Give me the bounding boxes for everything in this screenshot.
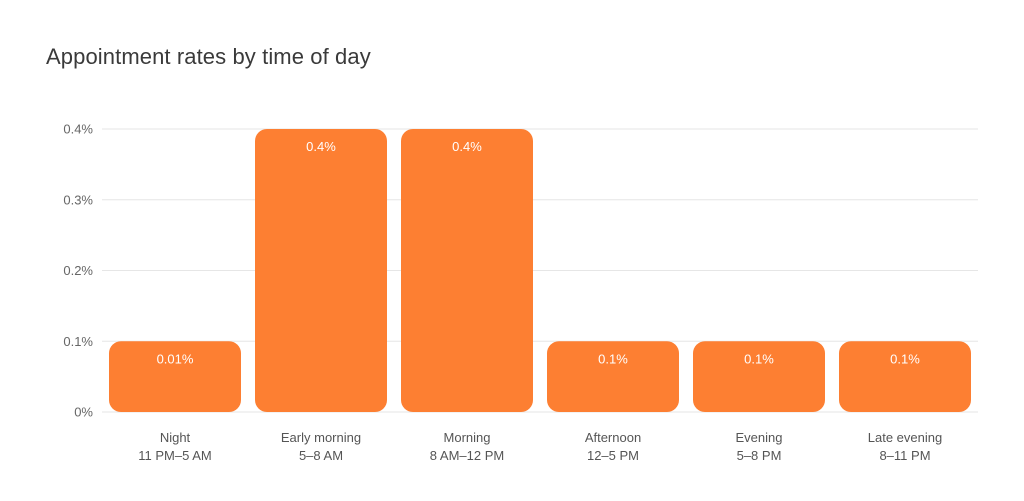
bar[interactable] — [839, 341, 971, 412]
data-label: 0.1% — [598, 351, 628, 366]
x-axis-ticks: Night 11 PM–5 AM Early morning 5–8 AM Mornin… — [138, 430, 942, 463]
x-tick-label: Late evening — [868, 430, 942, 445]
x-tick-sublabel: 11 PM–5 AM — [138, 448, 211, 463]
y-tick-label: 0.1% — [63, 334, 93, 349]
x-tick-sublabel: 12–5 PM — [587, 448, 639, 463]
y-axis-ticks: 0% 0.1% 0.2% 0.3% 0.4% — [63, 122, 93, 420]
bar[interactable] — [109, 341, 241, 412]
x-tick-sublabel: 5–8 PM — [737, 448, 782, 463]
bar[interactable] — [401, 129, 533, 412]
x-tick-sublabel: 5–8 AM — [299, 448, 343, 463]
x-tick-label: Afternoon — [585, 430, 641, 445]
data-labels: 0.01% 0.4% 0.4% 0.1% 0.1% 0.1% — [157, 139, 921, 366]
y-tick-label: 0% — [74, 405, 93, 420]
bar[interactable] — [693, 341, 825, 412]
y-tick-label: 0.2% — [63, 263, 93, 278]
x-tick-label: Night — [160, 430, 191, 445]
bars — [109, 129, 971, 412]
x-tick-sublabel: 8–11 PM — [879, 448, 930, 463]
data-label: 0.1% — [744, 351, 774, 366]
x-tick-label: Early morning — [281, 430, 361, 445]
chart-title: Appointment rates by time of day — [46, 44, 371, 69]
bar[interactable] — [547, 341, 679, 412]
data-label: 0.1% — [890, 351, 920, 366]
y-tick-label: 0.4% — [63, 122, 93, 137]
y-tick-label: 0.3% — [63, 192, 93, 207]
bar[interactable] — [255, 129, 387, 412]
data-label: 0.4% — [306, 139, 336, 154]
data-label: 0.01% — [157, 351, 194, 366]
gridlines — [102, 128, 978, 413]
x-tick-sublabel: 8 AM–12 PM — [430, 448, 504, 463]
data-label: 0.4% — [452, 139, 482, 154]
x-tick-label: Evening — [736, 430, 783, 445]
x-tick-label: Morning — [444, 430, 491, 445]
